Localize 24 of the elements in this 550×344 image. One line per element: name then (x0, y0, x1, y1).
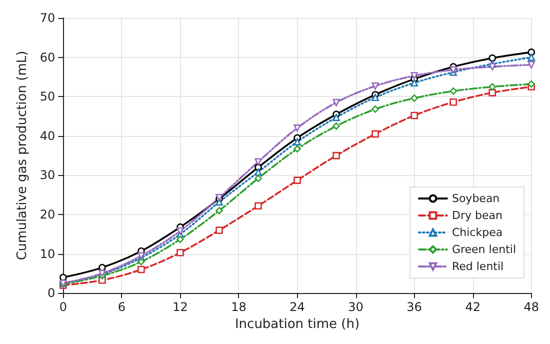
y-tick-label: 70 (40, 11, 56, 25)
x-tick-label: 6 (118, 300, 126, 314)
legend-label: Chickpea (452, 226, 503, 239)
legend-label: Soybean (452, 192, 500, 205)
y-tick-label: 10 (40, 246, 56, 261)
x-tick-label: 48 (524, 300, 540, 314)
x-tick-label: 36 (406, 300, 422, 314)
y-tick-label: 60 (40, 50, 56, 64)
y-tick-label: 0 (48, 286, 56, 300)
x-tick-label: 0 (59, 300, 67, 314)
x-tick-label: 24 (290, 300, 305, 314)
x-tick-label: 18 (231, 300, 246, 314)
x-tick-label: 42 (465, 300, 480, 314)
x-tick-label: 30 (348, 300, 364, 314)
legend-label: Red lentil (452, 260, 504, 273)
legend-label: Green lentil (452, 243, 516, 256)
x-axis-title: Incubation time (h) (234, 317, 360, 332)
legend-label: Dry bean (452, 209, 502, 222)
y-axis-title: Cumulative gas production (mL) (15, 50, 30, 260)
y-tick-label: 40 (40, 128, 56, 143)
y-tick-label: 50 (40, 90, 56, 104)
y-tick-label: 30 (40, 168, 56, 182)
y-tick-label: 20 (40, 208, 56, 222)
x-tick-label: 12 (172, 300, 188, 314)
